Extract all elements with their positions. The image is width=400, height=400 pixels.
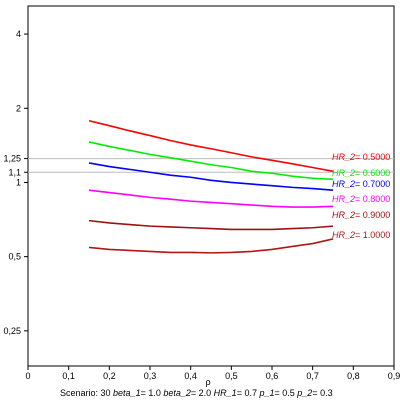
series-label-name-0: HR_2 xyxy=(332,152,355,162)
series-label-value-2: = 0.7000 xyxy=(355,179,390,189)
caption-param-value-2: = 0.7 xyxy=(237,388,257,398)
y-tick-label-6: 4 xyxy=(16,29,21,39)
series-line-4 xyxy=(88,219,334,231)
series-label-value-3: = 0.8000 xyxy=(355,194,390,204)
series-label-3: HR_2= 0.8000 xyxy=(332,194,390,204)
series-line-5 xyxy=(88,238,334,254)
series-label-4: HR_2= 0.9000 xyxy=(332,210,390,220)
caption-param-name-4: p_2 xyxy=(295,388,313,398)
y-tick-label-1: 0,5 xyxy=(8,252,21,262)
caption-param-name-3: p_1 xyxy=(257,388,275,398)
caption-param-value-3: = 0.5 xyxy=(275,388,295,398)
x-tick-label-0: 0 xyxy=(25,371,30,381)
caption-text: Scenario: 30 beta_1= 1.0 beta_2= 2.0 HR_… xyxy=(60,388,333,398)
x-tick-label-5: 0,5 xyxy=(225,371,238,381)
series-line-1 xyxy=(88,141,334,181)
series-label-value-5: = 1.0000 xyxy=(355,230,390,240)
x-tick-label-7: 0,7 xyxy=(306,371,319,381)
series-label-1: HR_2= 0.6000 xyxy=(332,168,390,178)
series-label-5: HR_2= 1.0000 xyxy=(332,230,390,240)
caption-param-name-1: beta_2 xyxy=(161,388,191,398)
x-tick-label-9: 0,9 xyxy=(388,371,400,381)
y-tick-label-2: 1 xyxy=(16,177,21,187)
series-label-name-2: HR_2 xyxy=(332,179,355,189)
series-layer xyxy=(88,119,334,254)
series-line-3 xyxy=(88,189,334,208)
series-label-name-4: HR_2 xyxy=(332,210,355,220)
series-label-0: HR_2= 0.5000 xyxy=(332,152,390,162)
series-label-value-1: = 0.6000 xyxy=(355,168,390,178)
series-label-name-3: HR_2 xyxy=(332,194,355,204)
x-tick-label-4: 0,4 xyxy=(184,371,197,381)
y-tick-label-5: 2 xyxy=(16,103,21,113)
series-line-2 xyxy=(88,162,334,192)
x-tick-label-1: 0,1 xyxy=(62,371,75,381)
x-axis: 0 0,1 0,2 0,3 0,4 0,5 0,6 0,7 0,8 0,9 xyxy=(25,366,400,381)
caption-scenario: Scenario: 30 xyxy=(60,388,113,398)
y-tick-label-0: 0,25 xyxy=(3,326,21,336)
x-tick-label-8: 0,8 xyxy=(347,371,360,381)
series-line-0 xyxy=(88,119,334,173)
y-tick-label-3: 1,1 xyxy=(8,167,21,177)
series-label-name-1: HR_2 xyxy=(332,168,355,178)
caption-param-value-4: = 0.3 xyxy=(312,388,332,398)
caption: Scenario: 30 beta_1= 1.0 beta_2= 2.0 HR_… xyxy=(60,388,333,398)
series-label-value-0: = 0.5000 xyxy=(355,152,390,162)
series-label-name-5: HR_2 xyxy=(332,230,355,240)
y-axis: 0,25 0,5 11,1 1,25 2 4 xyxy=(3,29,28,336)
reference-lines xyxy=(28,158,394,173)
caption-param-name-2: HR_1 xyxy=(211,388,237,398)
plot-area xyxy=(27,5,395,367)
series-label-value-4: = 0.9000 xyxy=(355,210,390,220)
y-tick-label-4: 1,25 xyxy=(3,154,21,164)
x-axis-title: ρ xyxy=(205,377,210,387)
x-tick-label-3: 0,3 xyxy=(144,371,157,381)
caption-param-value-1: = 2.0 xyxy=(191,388,211,398)
caption-param-value-0: = 1.0 xyxy=(141,388,161,398)
x-tick-label-2: 0,2 xyxy=(103,371,116,381)
caption-param-name-0: beta_1 xyxy=(113,388,141,398)
series-label-2: HR_2= 0.7000 xyxy=(332,179,390,189)
x-tick-label-6: 0,6 xyxy=(266,371,279,381)
